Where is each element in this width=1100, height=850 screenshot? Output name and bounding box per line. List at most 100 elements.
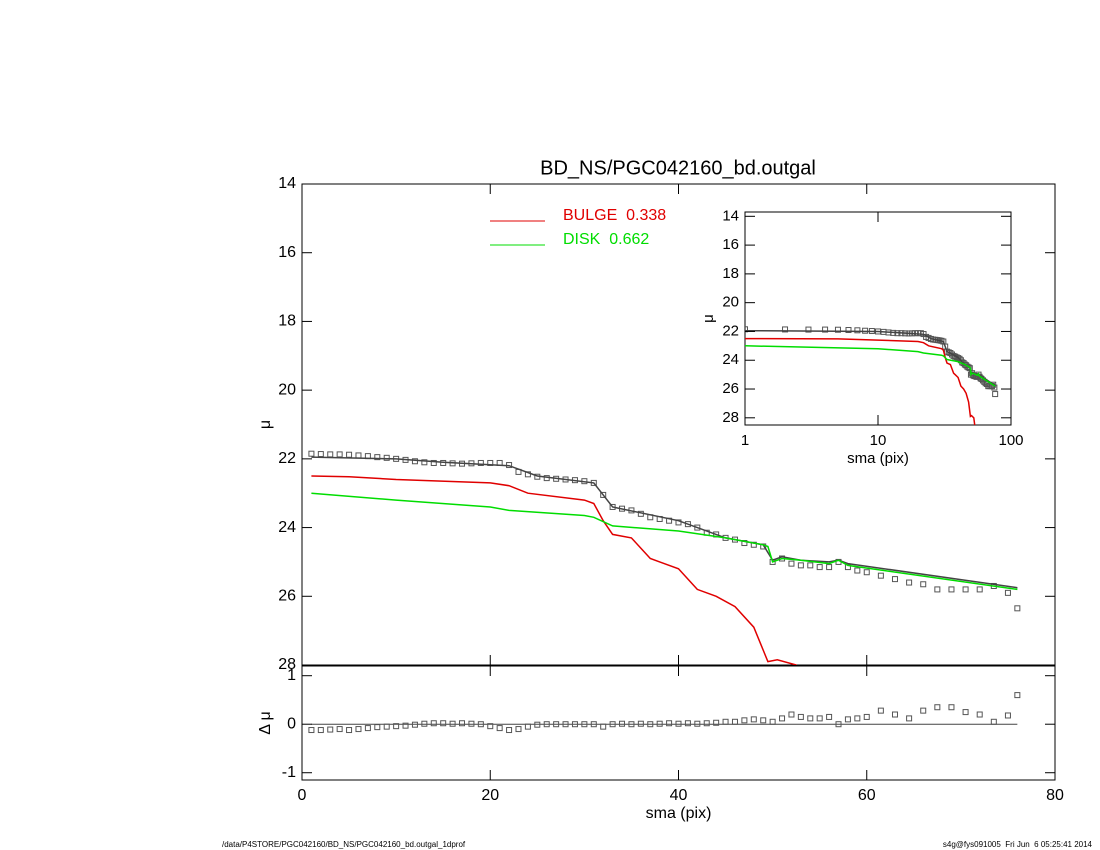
data-point [750, 716, 757, 723]
data-point [600, 491, 607, 498]
data-point [364, 725, 371, 732]
data-point [421, 720, 428, 727]
data-point [1014, 692, 1021, 699]
data-point [346, 727, 353, 734]
data-point [383, 723, 390, 730]
data-point [891, 576, 898, 583]
data-point [327, 726, 334, 733]
data-point [571, 721, 578, 728]
data-point [722, 718, 729, 725]
data-point [962, 586, 969, 593]
data-point [355, 452, 362, 459]
data-point [822, 326, 829, 333]
data-point [393, 723, 400, 730]
data-point [684, 720, 691, 727]
data-point [440, 720, 447, 727]
y-tick-label: 18 [722, 265, 739, 282]
y-tick-label: 1 [287, 667, 296, 684]
y-axis-label: μ [257, 420, 274, 429]
data-point [619, 720, 626, 727]
x-tick-label: 10 [870, 432, 887, 449]
data-point [374, 724, 381, 731]
data-point [906, 579, 913, 586]
data-point [430, 720, 437, 727]
footer-left: /data/P4STORE/PGC042160/BD_NS/PGC042160_… [222, 840, 466, 849]
data-point [327, 451, 334, 458]
plot-frame [301, 665, 1056, 781]
model-line [311, 475, 798, 665]
data-point [797, 562, 804, 569]
data-point [374, 454, 381, 461]
legend-label: BULGE 0.338 [563, 207, 666, 224]
data-point [336, 726, 343, 733]
y-tick-label: 22 [278, 450, 296, 467]
data-point [713, 719, 720, 726]
model-line [311, 492, 1018, 591]
model-line [311, 456, 1018, 589]
model-line [745, 345, 996, 387]
chart-title: BD_NS/PGC042160_bd.outgal [540, 157, 816, 179]
y-tick-label: 28 [278, 656, 296, 673]
data-point [854, 327, 861, 334]
data-point [834, 326, 841, 333]
data-point [805, 326, 812, 333]
data-point [581, 721, 588, 728]
data-point [948, 704, 955, 711]
data-point [468, 720, 475, 727]
footer-right: s4g@fys091005 Fri Jun 6 05:25:41 2014 [943, 840, 1093, 849]
data-point [383, 454, 390, 461]
data-point [854, 567, 861, 574]
data-point [317, 451, 324, 458]
y-tick-label: 0 [287, 715, 296, 732]
data-point [600, 723, 607, 730]
data-point [590, 721, 597, 728]
data-point [524, 723, 531, 730]
data-point [788, 711, 795, 718]
data-point [346, 451, 353, 458]
data-point [835, 721, 842, 728]
data-point [760, 717, 767, 724]
y-tick-label: 16 [722, 236, 739, 253]
data-point [990, 718, 997, 725]
plot-area [308, 692, 1021, 734]
data-point [962, 709, 969, 716]
data-point [976, 586, 983, 593]
y-axis-label: Δ μ [257, 711, 274, 734]
y-tick-label: 24 [278, 519, 296, 536]
data-point [562, 721, 569, 728]
plot-area [745, 326, 999, 425]
data-point [449, 720, 456, 727]
data-point [459, 720, 466, 727]
data-point [703, 720, 710, 727]
y-tick-label: 26 [278, 588, 296, 605]
data-point [496, 725, 503, 732]
data-point [741, 717, 748, 724]
data-point [628, 721, 635, 728]
data-point [844, 716, 851, 723]
x-tick-label: 1 [741, 432, 749, 449]
data-point [694, 720, 701, 727]
data-point [788, 560, 795, 567]
data-point [1004, 712, 1011, 719]
data-point [779, 715, 786, 722]
data-point [1004, 589, 1011, 596]
y-tick-label: -1 [282, 764, 296, 781]
data-point [920, 707, 927, 714]
x-tick-label: 0 [298, 787, 307, 804]
data-point [920, 581, 927, 588]
data-point [948, 586, 955, 593]
data-point [355, 726, 362, 733]
data-point [656, 720, 663, 727]
y-tick-label: 14 [278, 175, 296, 192]
data-point [1014, 605, 1021, 612]
data-point [317, 727, 324, 734]
data-point [934, 586, 941, 593]
data-point [965, 364, 972, 371]
data-point [430, 459, 437, 466]
x-tick-label: 80 [1046, 787, 1064, 804]
data-point [666, 720, 673, 727]
data-point [769, 718, 776, 725]
y-tick-label: 18 [278, 313, 296, 330]
data-point [647, 721, 654, 728]
y-axis-label: μ [700, 314, 717, 323]
